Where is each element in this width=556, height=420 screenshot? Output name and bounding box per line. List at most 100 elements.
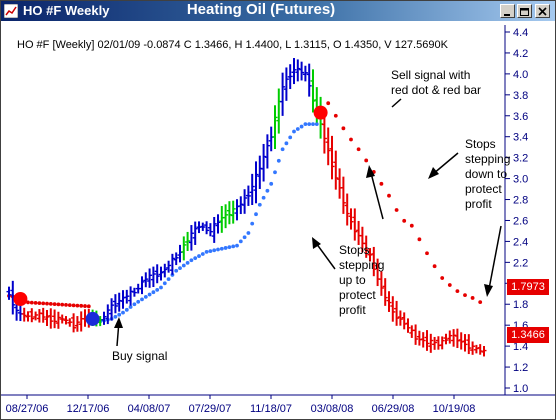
price-bar — [109, 298, 115, 321]
price-bar — [154, 264, 160, 284]
price-bar — [105, 304, 111, 325]
buy-signal-label: Buy signal — [112, 349, 167, 363]
stop-dot — [75, 303, 80, 308]
price-bar — [139, 276, 145, 295]
stop-dot — [394, 208, 399, 212]
price-bar — [150, 266, 156, 288]
price-bar — [424, 330, 430, 351]
price-bar — [325, 127, 331, 166]
stop-dot — [379, 181, 384, 186]
stop-dot — [128, 305, 133, 309]
stop-dot — [200, 252, 205, 256]
price-bar — [162, 263, 168, 278]
sell-signal-dot — [13, 292, 28, 306]
stop-dot — [356, 147, 361, 152]
price-bar — [21, 307, 27, 322]
stop-dot — [41, 301, 46, 306]
minimize-button[interactable] — [500, 4, 515, 18]
stop-dot — [276, 158, 281, 163]
stops-up-arrow-1 — [315, 242, 336, 270]
price-bar — [306, 63, 312, 97]
y-tick-label: 3.2 — [513, 153, 528, 165]
stop-dot — [432, 264, 437, 269]
price-bar — [55, 311, 61, 329]
price-bar — [394, 300, 400, 326]
price-bar — [344, 193, 350, 226]
info-line: HO #F [Weekly] 02/01/09 -0.0874 C 1.3466… — [17, 39, 449, 51]
price-bar — [245, 185, 251, 206]
x-tick-label: 04/08/07 — [128, 403, 171, 415]
price-bar — [283, 67, 289, 101]
stop-dot — [227, 245, 232, 250]
close-button[interactable] — [535, 4, 550, 18]
stop-dot — [71, 303, 76, 308]
stop-dot — [333, 113, 338, 118]
stops-down-arrow-1 — [432, 152, 459, 175]
sell-signal-dot — [313, 105, 328, 120]
price-bar — [378, 271, 384, 296]
stop-dot — [45, 301, 49, 306]
stops-up-arrow-2 — [370, 172, 384, 220]
title-bar[interactable]: HO #F Weekly Heating Oil (Futures) — [1, 1, 555, 21]
stop-dot — [341, 126, 346, 131]
stop-dot — [193, 256, 198, 261]
stop-dot — [463, 293, 467, 298]
y-tick-label: 3.0 — [513, 174, 528, 186]
stop-dot — [155, 287, 160, 292]
price-bar — [112, 294, 118, 314]
stop-dot — [242, 235, 247, 240]
stop-dot — [349, 137, 353, 142]
y-tick-label: 1.0 — [513, 383, 528, 395]
x-tick-label: 03/08/08 — [311, 403, 354, 415]
price-bar — [10, 280, 16, 315]
stop-dot — [60, 302, 65, 307]
price-bars — [6, 58, 487, 357]
stop-dot — [52, 302, 57, 307]
stop-dot — [113, 314, 118, 319]
stops-down-line: protect — [465, 182, 502, 196]
price-bar — [295, 59, 301, 82]
price-bar — [188, 225, 194, 251]
stop-dot — [151, 290, 156, 295]
price-bar — [25, 311, 31, 322]
y-tick-label: 4.2 — [513, 48, 528, 60]
y-tick-label: 3.8 — [513, 90, 528, 102]
stop-dot — [326, 101, 331, 106]
stop-dot — [86, 304, 91, 309]
stops-up-line: up to — [339, 273, 366, 287]
price-bar — [397, 310, 403, 326]
price-bar — [477, 344, 483, 355]
stop-dot — [303, 122, 308, 127]
y-tick-label: 3.4 — [513, 132, 528, 144]
stop-dot — [136, 299, 141, 304]
stop-dot — [216, 247, 220, 252]
stop-dot — [235, 243, 239, 248]
price-bar — [340, 176, 346, 214]
y-axis: 1.01.21.41.61.82.02.22.42.62.83.03.23.43… — [505, 27, 528, 395]
sell-arrow — [391, 98, 402, 108]
stop-dot — [212, 248, 217, 253]
price-bar — [63, 316, 69, 325]
price-bar — [166, 260, 172, 273]
price-bar — [207, 223, 213, 237]
price-bar — [447, 330, 453, 344]
maximize-button[interactable] — [517, 4, 532, 18]
stop-dot — [284, 141, 289, 146]
price-bar — [40, 307, 46, 323]
stop-dot — [447, 283, 452, 287]
stop-dot — [257, 202, 262, 207]
stops-down-line: stepping — [465, 152, 510, 166]
stop-dot — [140, 297, 144, 302]
price-chart: 1.01.21.41.61.82.02.22.42.62.83.03.23.43… — [1, 21, 555, 419]
price-bar — [405, 318, 411, 333]
stop-dot — [219, 246, 224, 251]
stop-dot — [26, 300, 30, 305]
x-axis: 08/27/06 12/17/06 04/08/07 07/29/07 11/18/07… — [6, 395, 475, 415]
stop-dot — [288, 135, 293, 140]
stop-dot — [121, 310, 125, 315]
stops-up-arrow-head — [366, 165, 375, 178]
stops-down-arrow-2 — [488, 225, 502, 290]
stop-dot — [295, 127, 300, 131]
price-bar — [470, 341, 476, 355]
stop-dot — [204, 249, 209, 254]
